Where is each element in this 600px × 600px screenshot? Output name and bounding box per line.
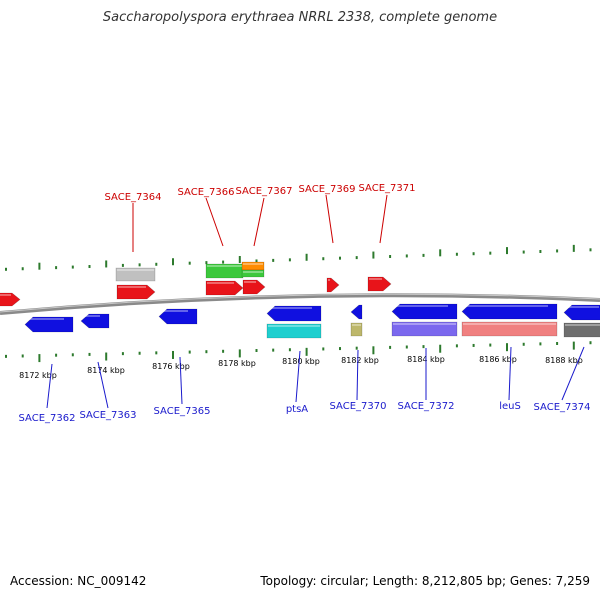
gene-cds-reverse-shine bbox=[268, 307, 312, 309]
gene-bar-gray bbox=[115, 267, 156, 282]
accession-text: Accession: NC_009142 bbox=[10, 574, 147, 588]
scale-label: 8186 kbp bbox=[479, 355, 517, 364]
map-title: Saccharopolyspora erythraea NRRL 2338, c… bbox=[102, 10, 498, 25]
reverse-gene-label: ptsA bbox=[286, 404, 308, 415]
gene-cds-forward bbox=[0, 292, 21, 307]
gene-bar-gray bbox=[563, 322, 600, 338]
gene-bar-gray-shine bbox=[117, 269, 154, 271]
label-leader bbox=[325, 194, 334, 244]
reverse-gene-label: SACE_7362 bbox=[19, 413, 76, 424]
gene-cds-reverse-shine bbox=[393, 305, 448, 307]
label-leader bbox=[179, 356, 183, 405]
gene-cds-forward-shine bbox=[244, 281, 256, 283]
outer-scale-ticks bbox=[5, 244, 592, 271]
gene-cds-forward bbox=[205, 280, 244, 296]
gene-cds-forward bbox=[242, 279, 266, 295]
forward-gene-label: SACE_7367 bbox=[236, 186, 293, 197]
gene-bar-green bbox=[205, 263, 244, 279]
gene-cds-reverse-shine bbox=[352, 306, 353, 308]
gene-bar-cyan bbox=[266, 323, 322, 339]
gene-cds-forward-shine bbox=[0, 294, 11, 296]
gene-features bbox=[0, 261, 600, 339]
scale-label: 8180 kbp bbox=[282, 357, 320, 366]
forward-gene-label: SACE_7366 bbox=[178, 187, 235, 198]
gene-cds-reverse-shine bbox=[565, 306, 599, 308]
reverse-gene-label: SACE_7370 bbox=[330, 401, 387, 412]
scale-label: 8174 kbp bbox=[87, 366, 125, 375]
scale-label: 8178 kbp bbox=[218, 359, 256, 368]
reverse-gene-label: SACE_7365 bbox=[154, 406, 211, 417]
inner-scale-ticks bbox=[5, 341, 592, 363]
forward-gene-label: SACE_7369 bbox=[299, 184, 356, 195]
reverse-gene-labels: SACE_7362 SACE_7363 SACE_7365 ptsA SACE_7370… bbox=[19, 401, 591, 424]
forward-gene-labels: SACE_7364 SACE_7366 SACE_7367 SACE_7369 SACE… bbox=[105, 183, 416, 203]
label-leader bbox=[356, 349, 359, 401]
scale-labels: 8172 kbp 8174 kbp 8176 kbp 8178 kbp 8180 kbp… bbox=[19, 355, 583, 380]
gene-cds-reverse bbox=[158, 308, 198, 325]
scale-label: 8182 kbp bbox=[341, 356, 379, 365]
label-leader bbox=[379, 194, 388, 244]
genome-backbone bbox=[0, 293, 600, 315]
reverse-gene-label: SACE_7372 bbox=[398, 401, 455, 412]
label-leader bbox=[97, 361, 109, 409]
gene-bar-green bbox=[241, 269, 265, 278]
label-leader bbox=[561, 346, 585, 401]
gene-cds-forward-shine bbox=[328, 279, 330, 281]
gene-cds-reverse bbox=[350, 304, 363, 320]
gene-cds-reverse-shine bbox=[82, 315, 100, 317]
scale-label: 8176 kbp bbox=[152, 362, 190, 371]
gene-cds-reverse-shine bbox=[160, 310, 188, 312]
forward-gene-label: SACE_7371 bbox=[359, 183, 416, 194]
gene-cds-reverse bbox=[391, 303, 458, 320]
label-leader bbox=[253, 197, 265, 247]
gene-cds-forward-shine bbox=[207, 282, 234, 284]
gene-bar-khaki-shine bbox=[352, 324, 361, 326]
gene-cds-reverse bbox=[266, 305, 322, 322]
gene-cds-forward bbox=[116, 284, 156, 300]
gene-bar-green-shine bbox=[243, 271, 263, 273]
gene-cds-forward-shine bbox=[369, 278, 382, 280]
reverse-gene-label: SACE_7374 bbox=[534, 402, 591, 413]
gene-bar-gray-shine bbox=[565, 324, 600, 326]
gene-cds-forward-shine bbox=[118, 286, 146, 288]
label-leader bbox=[295, 350, 301, 403]
gene-bar-purple bbox=[391, 321, 458, 337]
scale-label: 8172 kbp bbox=[19, 371, 57, 380]
gene-label-leaders bbox=[46, 194, 585, 409]
gene-cds-reverse-shine bbox=[463, 305, 548, 307]
gene-bar-cyan-shine bbox=[268, 325, 320, 327]
genome-summary-text: Topology: circular; Length: 8,212,805 bp… bbox=[260, 574, 590, 588]
gene-bar-orange-shine bbox=[243, 263, 263, 265]
gene-bar-salmon-shine bbox=[463, 323, 556, 325]
gene-cds-reverse bbox=[24, 316, 74, 333]
gene-cds-reverse bbox=[563, 304, 600, 321]
label-leader bbox=[508, 346, 512, 401]
gene-cds-reverse bbox=[461, 303, 558, 320]
gene-cds-reverse-shine bbox=[26, 318, 64, 320]
scale-label: 8188 kbp bbox=[545, 356, 583, 365]
gene-bar-purple-shine bbox=[393, 323, 456, 325]
reverse-gene-label: SACE_7363 bbox=[80, 410, 137, 421]
gene-bar-khaki bbox=[350, 322, 363, 337]
reverse-gene-label: leuS bbox=[499, 401, 521, 412]
label-leader bbox=[205, 197, 224, 247]
gene-cds-forward bbox=[367, 276, 392, 292]
gene-cds-reverse bbox=[80, 313, 110, 329]
forward-gene-label: SACE_7364 bbox=[105, 192, 162, 203]
gene-cds-forward bbox=[326, 277, 340, 293]
gene-bar-salmon bbox=[461, 321, 558, 337]
label-leader bbox=[46, 363, 53, 409]
genome-backbone-highlight bbox=[0, 293, 600, 313]
gene-bar-green-shine bbox=[207, 265, 242, 267]
